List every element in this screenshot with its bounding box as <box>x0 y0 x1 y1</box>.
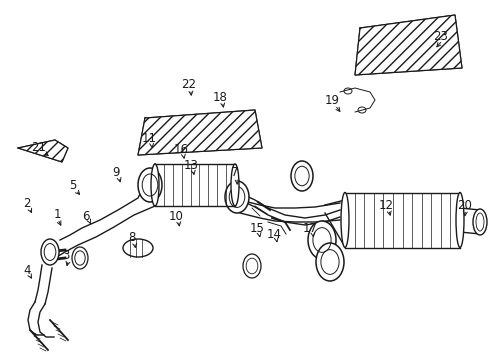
Text: 13: 13 <box>183 159 198 172</box>
Text: 2: 2 <box>23 197 31 210</box>
Text: 22: 22 <box>181 78 195 91</box>
Polygon shape <box>138 110 262 155</box>
Text: 8: 8 <box>128 231 136 244</box>
Polygon shape <box>354 15 461 75</box>
Text: 21: 21 <box>32 141 46 154</box>
Text: 1: 1 <box>54 208 61 221</box>
Text: 11: 11 <box>142 132 156 145</box>
Ellipse shape <box>230 164 239 206</box>
Ellipse shape <box>224 181 248 213</box>
Ellipse shape <box>290 161 312 191</box>
Text: 18: 18 <box>212 91 227 104</box>
Ellipse shape <box>123 239 153 257</box>
Text: 17: 17 <box>303 222 317 235</box>
Text: 5: 5 <box>68 179 76 192</box>
Text: 6: 6 <box>81 210 89 222</box>
Text: 10: 10 <box>168 210 183 222</box>
Text: 4: 4 <box>23 264 31 276</box>
Text: 23: 23 <box>432 30 447 42</box>
FancyBboxPatch shape <box>345 193 459 248</box>
Text: 15: 15 <box>249 222 264 235</box>
Ellipse shape <box>455 193 463 248</box>
Ellipse shape <box>307 221 335 259</box>
Ellipse shape <box>315 243 343 281</box>
Text: 14: 14 <box>266 228 281 240</box>
FancyBboxPatch shape <box>155 164 235 206</box>
Text: 16: 16 <box>173 143 188 156</box>
Ellipse shape <box>41 239 59 265</box>
Ellipse shape <box>472 209 486 235</box>
Ellipse shape <box>151 164 159 206</box>
Text: 7: 7 <box>230 166 238 179</box>
Text: 20: 20 <box>456 199 471 212</box>
Text: 9: 9 <box>112 166 120 179</box>
Text: 19: 19 <box>325 94 339 107</box>
Text: 12: 12 <box>378 199 393 212</box>
Ellipse shape <box>72 247 88 269</box>
Text: 3: 3 <box>62 249 70 262</box>
Ellipse shape <box>243 254 261 278</box>
Ellipse shape <box>340 193 348 248</box>
Polygon shape <box>18 140 68 162</box>
Ellipse shape <box>138 168 162 202</box>
